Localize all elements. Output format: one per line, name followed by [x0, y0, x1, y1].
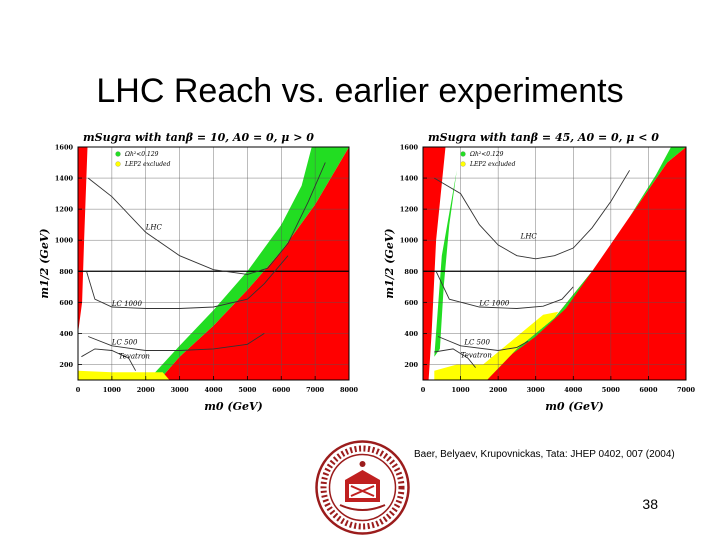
- legend-marker-1: [115, 161, 121, 167]
- x-tick-label-5: 5000: [602, 386, 621, 394]
- plot-title: mSugra with tanβ = 45, A0 = 0, μ < 0: [428, 131, 659, 144]
- x-tick-label-7: 7000: [306, 386, 325, 394]
- region-green-2: [434, 170, 457, 357]
- region-green-2: [152, 147, 349, 380]
- legend-label-0: Ωh²<0.129: [124, 151, 159, 158]
- x-tick-label-4: 4000: [564, 386, 583, 394]
- university-seal-logo: [315, 440, 410, 535]
- contour-label-2: LC 500: [463, 338, 490, 346]
- slide-title: LHC Reach vs. earlier experiments: [96, 72, 624, 110]
- contour-label-1: LC 1000: [111, 300, 143, 308]
- y-tick-label-2: 600: [404, 299, 418, 307]
- y-tick-label-6: 1400: [400, 175, 419, 183]
- x-tick-label-3: 3000: [527, 386, 546, 394]
- x-tick-label-1: 1000: [452, 386, 471, 394]
- contour-lhc: [434, 170, 630, 260]
- x-tick-label-3: 3000: [171, 386, 190, 394]
- y-tick-label-1: 400: [404, 330, 418, 338]
- x-tick-label-6: 6000: [639, 386, 658, 394]
- y-tick-label-0: 200: [59, 361, 73, 369]
- contour-label-1: LC 1000: [478, 299, 510, 307]
- contour-lc-1000: [435, 271, 574, 309]
- plot-frame: [422, 146, 687, 381]
- x-tick-label-2: 2000: [137, 386, 156, 394]
- plot-title: mSugra with tanβ = 10, A0 = 0, μ > 0: [83, 131, 314, 144]
- y-tick-label-5: 1200: [400, 206, 419, 214]
- legend-label-0: Ωh²<0.129: [469, 151, 504, 158]
- x-tick-label-6: 6000: [272, 386, 291, 394]
- page-number: 38: [642, 496, 658, 512]
- y-tick-label-2: 600: [59, 299, 73, 307]
- plot-tanb45: LHC LC 1000 LC 500 Tevatron 0 1000 2000 3000 400…: [380, 125, 700, 415]
- legend-label-1: LEP2 excluded: [469, 161, 516, 168]
- contour-lc-1000: [86, 255, 289, 309]
- y-axis-label: m1/2 (GeV): [383, 228, 396, 298]
- legend-marker-1: [460, 161, 466, 167]
- x-tick-label-2: 2000: [489, 386, 508, 394]
- y-tick-label-3: 800: [59, 268, 73, 276]
- contour-lc-500: [88, 333, 265, 351]
- x-axis-label: m0 (GeV): [204, 400, 262, 413]
- x-tick-label-7: 7000: [677, 386, 696, 394]
- legend-label-1: LEP2 excluded: [124, 161, 171, 168]
- y-tick-label-3: 800: [404, 268, 418, 276]
- plot-tanb45-svg: LHC LC 1000 LC 500 Tevatron 0 1000 2000 3000 400…: [383, 131, 696, 413]
- x-tick-label-5: 5000: [238, 386, 257, 394]
- y-tick-label-7: 1600: [55, 144, 74, 152]
- contour-label-0: LHC: [520, 233, 538, 241]
- x-tick-label-1: 1000: [103, 386, 122, 394]
- x-axis-label: m0 (GeV): [545, 400, 603, 413]
- plot-tanb10-svg: LHC LC 1000 LC 500 Tevatron 0 1000 2000 3000 400…: [38, 131, 359, 413]
- region-red-0: [423, 147, 446, 380]
- contour-tevatron: [81, 348, 136, 371]
- y-tick-label-7: 1600: [400, 144, 419, 152]
- contour-lc-500: [437, 336, 529, 351]
- region-yellow-3: [78, 370, 170, 380]
- y-axis-label: m1/2 (GeV): [38, 228, 51, 298]
- contour-lhc: [87, 162, 326, 275]
- y-tick-label-0: 200: [404, 361, 418, 369]
- region-yellow-4: [434, 311, 559, 380]
- region-red-1: [486, 147, 686, 380]
- legend-marker-0: [115, 151, 121, 157]
- x-tick-label-8: 8000: [340, 386, 359, 394]
- plot-tanb10: LHC LC 1000 LC 500 Tevatron 0 1000 2000 3000 400…: [35, 125, 365, 415]
- contour-label-3: Tevatron: [461, 351, 493, 359]
- x-tick-label-4: 4000: [204, 386, 223, 394]
- y-tick-label-4: 1000: [400, 237, 419, 245]
- region-red-1: [159, 147, 349, 380]
- contour-label-3: Tevatron: [119, 352, 151, 360]
- contour-label-2: LC 500: [111, 338, 138, 346]
- x-tick-label-0: 0: [421, 386, 426, 394]
- contour-label-0: LHC: [145, 223, 163, 231]
- y-tick-label-6: 1400: [55, 175, 74, 183]
- y-tick-label-5: 1200: [55, 206, 74, 214]
- y-tick-label-1: 400: [59, 330, 73, 338]
- y-tick-label-4: 1000: [55, 237, 74, 245]
- x-tick-label-0: 0: [76, 386, 81, 394]
- contour-tevatron: [434, 348, 476, 368]
- citation: Baer, Belyaev, Krupovnickas, Tata: JHEP …: [414, 449, 675, 460]
- legend-marker-0: [460, 151, 466, 157]
